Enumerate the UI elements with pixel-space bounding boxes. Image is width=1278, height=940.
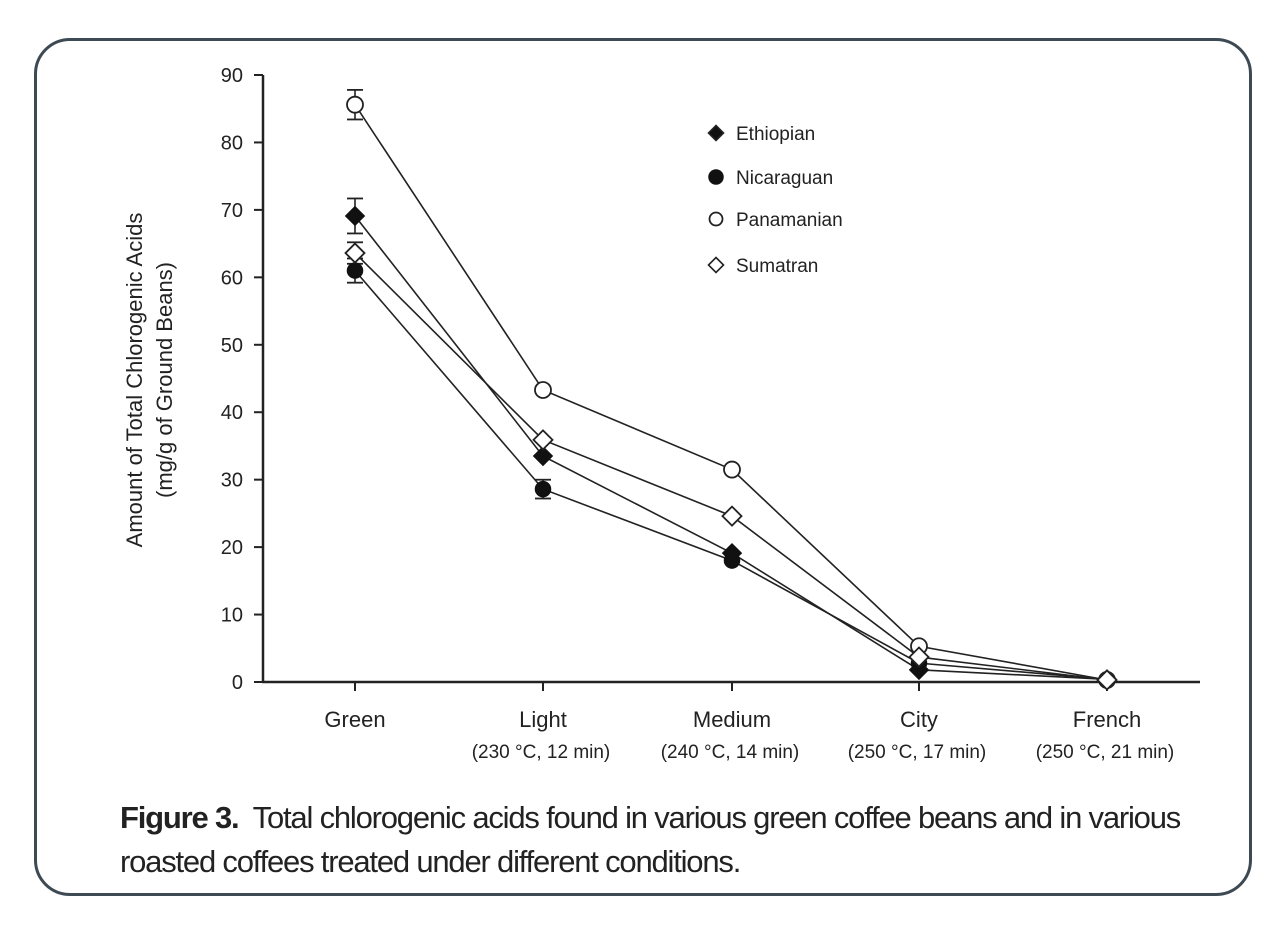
legend-item-ethiopian: Ethiopian <box>707 124 815 145</box>
x-tick-label: Light <box>519 707 567 732</box>
caption-label: Figure 3. <box>120 800 240 835</box>
y-tick-label: 40 <box>221 402 243 424</box>
legend: Ethiopian Nicaraguan Panamanian Sumatran <box>707 124 843 277</box>
x-tick-sublabel: (250 °C, 17 min) <box>848 742 987 763</box>
series-lines <box>354 104 1108 681</box>
y-tick-label: 10 <box>221 605 243 627</box>
sumatran-point <box>344 242 366 264</box>
x-tick-sublabel: (250 °C, 21 min) <box>1036 742 1175 763</box>
figure-caption: Figure 3. Total chlorogenic acids found … <box>120 796 1220 884</box>
y-tick-label: 60 <box>221 267 243 289</box>
y-tick-label: 80 <box>221 132 243 154</box>
legend-item-sumatran: Sumatran <box>707 256 818 277</box>
y-ticks: 0 10 20 30 40 50 60 70 80 90 <box>221 65 263 694</box>
x-tick-label: Medium <box>693 707 771 732</box>
error-bars <box>347 88 551 500</box>
y-tick-label: 70 <box>221 200 243 222</box>
nicaraguan-point <box>534 480 552 498</box>
ethiopian-series-line <box>354 215 1108 681</box>
x-tick-sublabel: (230 °C, 12 min) <box>472 742 611 763</box>
legend-sumatran-marker <box>707 256 725 274</box>
line-chart: 0 10 20 30 40 50 60 70 80 90 Green Light (230 °C, 1… <box>122 65 1200 763</box>
legend-ethiopian-marker <box>707 124 725 142</box>
x-tick-label: French <box>1073 707 1141 732</box>
panamanian-point <box>723 460 741 479</box>
nicaraguan-point <box>346 262 364 279</box>
sumatran-point <box>1096 669 1118 691</box>
x-tick-label: Green <box>324 707 385 732</box>
legend-item-nicaraguan: Nicaraguan <box>708 168 833 189</box>
panamanian-series-line <box>354 104 1108 681</box>
x-tick-label: City <box>900 707 938 732</box>
series-markers <box>344 95 1118 691</box>
y-axis-label: Amount of Total Chlorogenic Acids (mg/g … <box>122 213 177 548</box>
legend-panamanian-label: Panamanian <box>736 210 843 231</box>
legend-panamanian-marker <box>708 211 724 227</box>
ethiopian-point <box>344 205 366 227</box>
ethiopian-point <box>532 445 554 467</box>
y-tick-label: 0 <box>232 672 243 694</box>
figure-frame <box>34 38 1252 896</box>
panamanian-point <box>534 381 552 399</box>
sumatran-point <box>532 429 554 451</box>
y-tick-label: 50 <box>221 335 243 357</box>
y-tick-label: 30 <box>221 470 243 492</box>
x-categories: Green Light (230 °C, 12 min) Medium (240 °C,… <box>324 682 1174 763</box>
sumatran-point <box>721 505 743 527</box>
x-tick-sublabel: (240 °C, 14 min) <box>661 742 800 763</box>
legend-nicaraguan-label: Nicaraguan <box>736 168 833 189</box>
caption-text: Total chlorogenic acids found in various… <box>120 800 1181 879</box>
legend-sumatran-label: Sumatran <box>736 256 818 277</box>
axes <box>261 75 1200 684</box>
panamanian-point <box>346 95 364 114</box>
legend-ethiopian-label: Ethiopian <box>736 124 815 145</box>
y-tick-label: 20 <box>221 537 243 559</box>
y-axis-title: Amount of Total Chlorogenic Acids <box>122 213 147 548</box>
nicaraguan-point <box>723 552 741 569</box>
y-axis-subtitle: (mg/g of Ground Beans) <box>152 262 177 498</box>
y-tick-label: 90 <box>221 65 243 87</box>
sumatran-point <box>908 646 930 668</box>
legend-nicaraguan-marker <box>708 169 724 185</box>
legend-item-panamanian: Panamanian <box>708 210 843 231</box>
